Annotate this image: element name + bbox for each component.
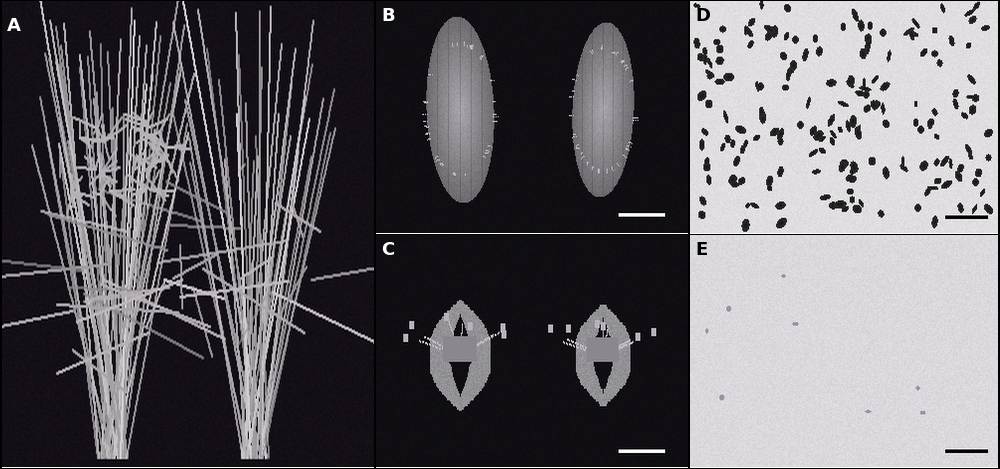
Text: D: D [695, 7, 710, 25]
Text: B: B [381, 7, 395, 25]
Text: C: C [381, 241, 394, 259]
Text: A: A [7, 16, 21, 35]
Text: E: E [695, 241, 708, 259]
